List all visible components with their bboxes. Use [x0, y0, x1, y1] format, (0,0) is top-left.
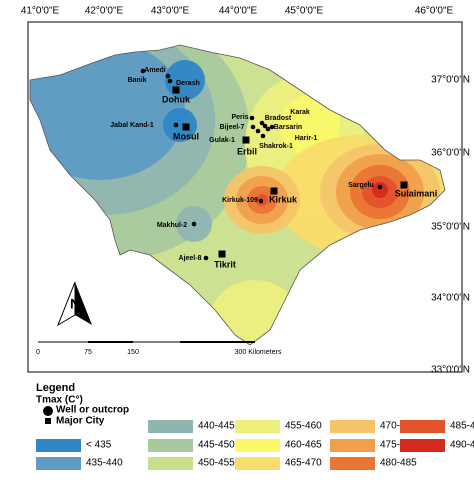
city-marker [182, 123, 190, 131]
region-outline [29, 44, 446, 346]
city-marker [218, 250, 226, 258]
longitude-label: 41°0'0"E [21, 6, 60, 17]
well-marker [140, 68, 146, 74]
tmax-zone [372, 182, 388, 198]
well-label: Harir-1 [295, 135, 318, 142]
well-label: Amedi [144, 67, 165, 74]
legend-swatch [148, 420, 193, 433]
well-marker [165, 73, 171, 79]
legend-label: 450-455 [198, 458, 235, 469]
longitude-label: 44°0'0"E [219, 6, 258, 17]
latitude-label: 37°0'0"N [431, 75, 470, 86]
well-label: Karak [290, 109, 310, 116]
legend-swatch [235, 457, 280, 470]
legend-label: 465-470 [285, 458, 322, 469]
legend-label: 440-445 [198, 421, 235, 432]
well-label: Barsarin [274, 124, 302, 131]
scale-label: 0 [36, 349, 40, 356]
well-marker [260, 133, 266, 139]
well-marker [262, 123, 268, 129]
longitude-label: 45°0'0"E [285, 6, 324, 17]
city-label: Mosul [173, 131, 199, 141]
legend-swatch [148, 439, 193, 452]
city-marker [242, 136, 250, 144]
legend-label: 490-495 [450, 440, 474, 451]
well-marker [250, 124, 256, 130]
legend-city-symbol [45, 418, 51, 424]
well-marker [255, 128, 261, 134]
north-arrow [57, 281, 92, 327]
legend-label: < 435 [86, 440, 112, 451]
city-label: Erbil [237, 146, 257, 156]
tmax-zone [280, 95, 340, 155]
legend-label: 460-465 [285, 440, 322, 451]
city-label: Sulaimani [395, 188, 438, 198]
well-label: Sargelu [348, 182, 374, 189]
well-marker [377, 184, 383, 190]
longitude-label: 43°0'0"E [151, 6, 190, 17]
legend-label: 475-480 [380, 440, 417, 451]
legend-swatch [330, 439, 375, 452]
well-marker [167, 78, 173, 84]
legend-symbol-label: Major City [56, 416, 105, 427]
legend-swatch [330, 420, 375, 433]
legend-title: Legend [36, 382, 75, 394]
latitude-label: 35°0'0"N [431, 222, 470, 233]
legend-label: 485-490 [450, 421, 474, 432]
well-label: Jabal Kand-1 [110, 122, 154, 129]
legend-label: 480-485 [380, 458, 417, 469]
city-label: Tikrit [214, 259, 236, 269]
legend-swatch [400, 439, 445, 452]
well-marker [249, 115, 255, 121]
longitude-label: 46°0'0"E [415, 6, 454, 17]
city-marker [270, 187, 278, 195]
well-marker [258, 198, 264, 204]
scale-label: 150 [127, 349, 139, 356]
well-label: Peris [231, 114, 248, 121]
well-label: Kirkuk-109 [222, 197, 258, 204]
legend-swatch [36, 457, 81, 470]
well-marker [203, 255, 209, 261]
legend-swatch [36, 439, 81, 452]
legend-label: 455-460 [285, 421, 322, 432]
legend-label: 435-440 [86, 458, 123, 469]
well-marker [269, 124, 275, 130]
city-label: Kirkuk [269, 194, 298, 204]
well-marker [259, 120, 265, 126]
well-label: Derash [176, 80, 200, 87]
legend-swatch [235, 420, 280, 433]
well-label: Bijeel-7 [220, 124, 245, 131]
legend-swatch [330, 457, 375, 470]
legend-well-symbol [43, 406, 53, 416]
legend-label: 445-450 [198, 440, 235, 451]
legend-subtitle: Tmax (C°) [36, 395, 83, 406]
north-label: N [70, 296, 80, 312]
tmax-zone [163, 108, 197, 142]
latitude-label: 34°0'0"N [431, 293, 470, 304]
city-marker [400, 181, 408, 189]
legend-symbol-label: Well or outcrop [56, 405, 129, 416]
scale-label: 300 Kilometers [235, 349, 282, 356]
well-label: Banik [127, 77, 146, 84]
well-label: Gulak-1 [209, 137, 235, 144]
well-marker [191, 221, 197, 227]
well-marker [265, 126, 271, 132]
legend-swatch [235, 439, 280, 452]
well-marker [173, 122, 179, 128]
well-label: Shakrok-1 [259, 143, 293, 150]
city-marker [172, 86, 180, 94]
city-label: Dohuk [162, 94, 191, 104]
latitude-label: 33°0'0"N [431, 365, 470, 376]
legend-swatch [148, 457, 193, 470]
latitude-label: 36°0'0"N [431, 148, 470, 159]
legend-swatch [400, 420, 445, 433]
legend-label: 470-475 [380, 421, 417, 432]
well-label: Ajeel-8 [179, 255, 202, 262]
scale-label: 75 [84, 349, 92, 356]
well-label: Bradost [265, 115, 292, 122]
longitude-label: 42°0'0"E [85, 6, 124, 17]
well-label: Makhul-2 [157, 222, 187, 229]
